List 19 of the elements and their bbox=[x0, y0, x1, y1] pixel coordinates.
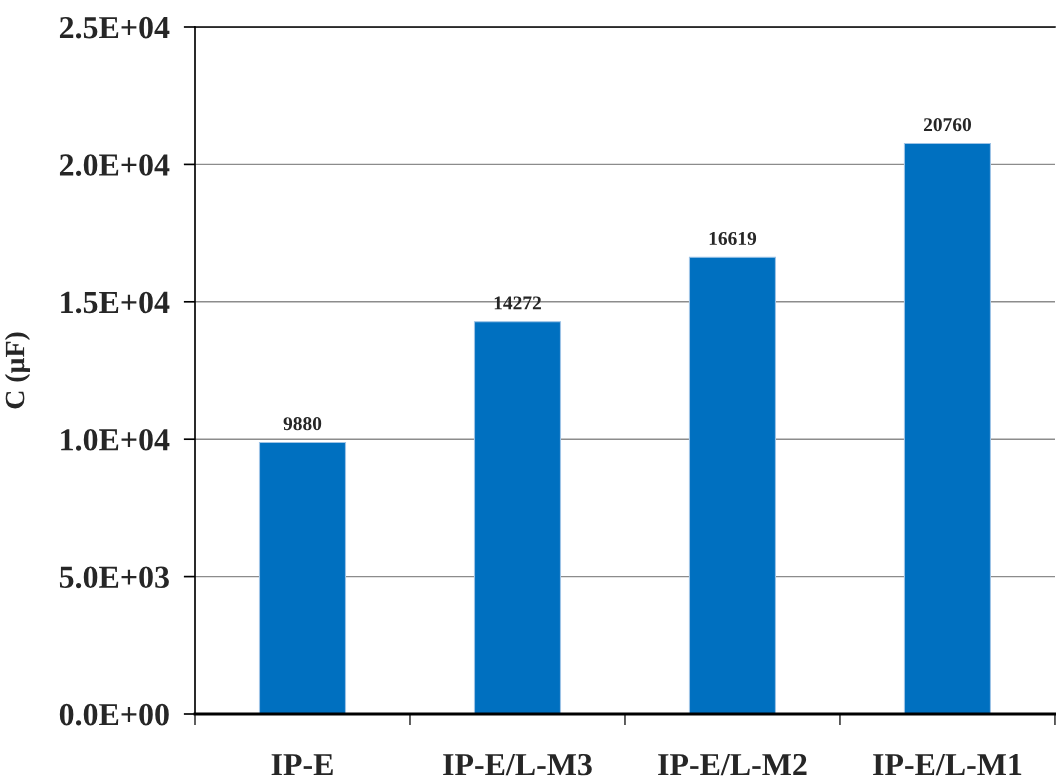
y-tick-label: 1.0E+04 bbox=[61, 429, 170, 451]
y-tick-label: 1.5E+04 bbox=[61, 291, 170, 314]
data-label: 20760 bbox=[923, 118, 972, 132]
bar bbox=[258, 441, 347, 714]
data-label: 9880 bbox=[283, 417, 322, 431]
y-tick-label: 5.0E+03 bbox=[59, 566, 169, 589]
bar bbox=[688, 256, 777, 714]
data-label: 16619 bbox=[709, 231, 757, 246]
bar bbox=[903, 142, 992, 714]
y-tick-label: 2.5E+04 bbox=[59, 16, 170, 39]
y-axis-title: C (µF) bbox=[4, 332, 31, 409]
bar bbox=[473, 321, 562, 714]
x-tick-label: IP-E/L-M2 bbox=[658, 753, 807, 776]
x-tick-label: IP-E bbox=[271, 754, 333, 776]
y-tick-label: 2.0E+04 bbox=[59, 154, 170, 176]
x-tick-label: IP-E/L-M1 bbox=[873, 753, 1022, 776]
data-label: 14272 bbox=[494, 296, 541, 310]
y-tick-label: 0.0E+00 bbox=[59, 703, 169, 726]
x-tick-label: IP-E/L-M3 bbox=[443, 753, 592, 776]
